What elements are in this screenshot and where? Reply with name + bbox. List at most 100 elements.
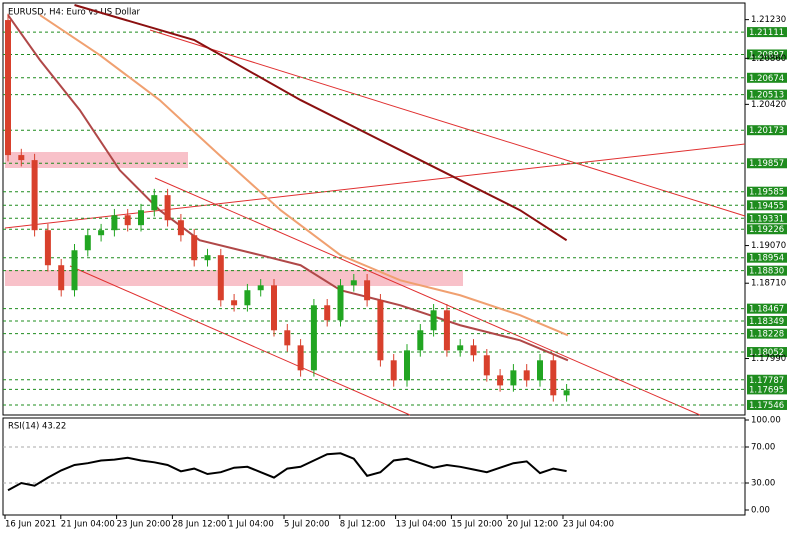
level-label: 1.20173: [749, 126, 784, 136]
level-tag: [747, 399, 787, 410]
candle-body: [257, 285, 264, 291]
level-tag: [747, 347, 787, 358]
candle-body: [550, 360, 557, 396]
level-tag: [747, 72, 787, 83]
x-tick-label: 28 Jun 12:00: [172, 520, 226, 530]
level-label: 1.17695: [749, 385, 784, 395]
y-tick-label: 100.00: [751, 416, 781, 426]
level-label: 1.17787: [749, 376, 784, 386]
candle-body: [31, 160, 38, 231]
candle-body: [231, 300, 238, 306]
candle-body: [71, 250, 78, 291]
x-tick-label: 20 Jul 12:00: [507, 520, 558, 530]
y-tick-label: 1.19070: [751, 241, 786, 251]
level-tag: [747, 252, 787, 263]
level-tag: [747, 224, 787, 235]
candle-body: [337, 285, 344, 321]
y-tick-label: 70.00: [751, 443, 775, 453]
candle-body: [483, 355, 490, 376]
rsi-title: RSI(14) 43.22: [8, 422, 66, 432]
candle-body: [563, 390, 570, 396]
candle-body: [204, 255, 211, 261]
candle-body: [151, 195, 158, 211]
chart-title: EURUSD, H4: Euro vs US Dollar: [8, 8, 141, 18]
x-tick-label: 1 Jul 04:00: [228, 520, 274, 530]
level-tag: [747, 186, 787, 197]
level-label: 1.20513: [749, 91, 784, 101]
candle-body: [523, 370, 530, 381]
level-tag: [747, 158, 787, 169]
level-label: 1.20674: [749, 74, 784, 84]
candle-body: [84, 235, 91, 251]
candle-body: [510, 370, 517, 386]
trendline: [4, 143, 746, 229]
zone: [5, 152, 188, 168]
candle-body: [470, 345, 477, 356]
candle-body: [324, 305, 331, 321]
x-tick-label: 15 Jul 20:00: [451, 520, 502, 530]
level-tag: [747, 89, 787, 100]
moving-average: [39, 14, 569, 337]
candle-body: [417, 330, 424, 351]
level-tag: [747, 374, 787, 385]
candle-body: [430, 310, 437, 331]
x-tick-label: 5 Jul 20:00: [284, 520, 330, 530]
y-tick-label: 1.20860: [751, 54, 786, 64]
candle-body: [537, 360, 543, 381]
zone: [5, 270, 463, 286]
level-label: 1.19226: [749, 225, 784, 235]
candle-body: [217, 255, 224, 301]
candle-body: [98, 230, 105, 236]
candle-body: [364, 280, 371, 301]
y-tick-label: 1.17990: [751, 354, 786, 364]
level-label: 1.19331: [749, 214, 784, 224]
y-tick-label: 1.20420: [751, 100, 786, 110]
level-label: 1.19585: [749, 188, 784, 198]
candle-body: [404, 350, 410, 381]
candle-body: [177, 220, 184, 236]
candle-body: [18, 155, 25, 161]
candle-body: [443, 310, 450, 351]
level-label: 1.18954: [749, 254, 784, 264]
level-label: 1.19455: [749, 201, 784, 211]
trendline: [69, 265, 411, 416]
price-panel: [2, 2, 746, 416]
moving-average: [74, 4, 568, 242]
candle-body: [271, 285, 277, 331]
candle-body: [390, 360, 397, 381]
candle-body: [138, 210, 144, 226]
candle-body: [111, 215, 118, 231]
candle-body: [457, 345, 464, 351]
candle-body: [58, 265, 65, 291]
level-tag: [747, 200, 787, 211]
level-tag: [747, 49, 787, 60]
level-label: 1.18228: [749, 330, 784, 340]
candle-body: [44, 230, 51, 266]
x-tick-label: 13 Jul 04:00: [396, 520, 447, 530]
candle-body: [191, 235, 198, 261]
level-label: 1.17546: [749, 401, 784, 411]
candle-body: [310, 305, 317, 371]
level-tag: [747, 303, 787, 314]
trendline: [154, 177, 701, 416]
rsi-panel: [2, 417, 746, 516]
x-tick-label: 8 Jul 12:00: [340, 520, 386, 530]
level-tag: [747, 328, 787, 339]
level-tag: [747, 265, 787, 276]
candle-body: [377, 300, 384, 361]
level-label: 1.19857: [749, 159, 784, 169]
candle-body: [164, 195, 171, 221]
candle-body: [350, 280, 357, 286]
rsi-line: [7, 452, 567, 492]
level-tag: [747, 125, 787, 136]
x-tick-label: 21 Jun 04:00: [61, 520, 115, 530]
level-label: 1.18467: [749, 305, 784, 315]
level-tag: [747, 213, 787, 224]
candle-body: [124, 215, 131, 226]
level-label: 1.18349: [749, 317, 784, 327]
candle-body: [284, 330, 291, 346]
y-tick-label: 0.00: [751, 506, 770, 516]
x-tick-label: 23 Jun 20:00: [117, 520, 171, 530]
